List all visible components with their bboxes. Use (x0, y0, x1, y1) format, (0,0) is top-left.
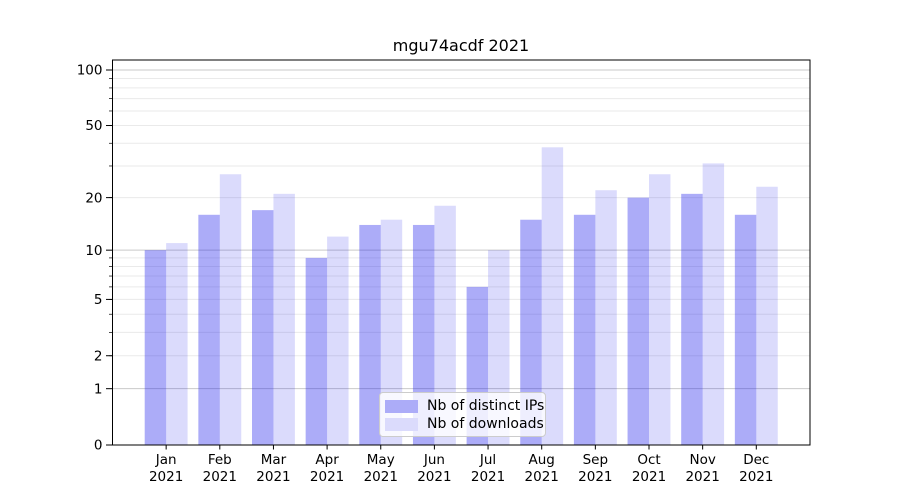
y-tick-label: 5 (94, 292, 103, 308)
x-tick-label-month: Jul (479, 452, 496, 468)
x-tick-label-month: Jun (423, 452, 445, 468)
y-tick-label: 10 (85, 243, 102, 259)
bar-downloads-apr (327, 236, 349, 445)
x-tick-label-month: Sep (583, 452, 608, 468)
bar-distinct-ips-jan (144, 250, 167, 445)
x-tick-label-year: 2021 (525, 469, 559, 485)
x-tick-label-year: 2021 (256, 469, 290, 485)
x-tick-label-year: 2021 (685, 469, 719, 485)
x-tick-label-year: 2021 (149, 469, 183, 485)
legend-swatch-distinct-ips (385, 399, 418, 413)
bar-distinct-ips-may (359, 224, 381, 445)
bar-downloads-feb (219, 174, 242, 445)
x-tick-label-month: Jan (155, 452, 177, 468)
y-tick-label: 2 (94, 348, 103, 364)
x-tick-label-month: Apr (315, 452, 339, 468)
x-tick-label-month: Mar (261, 452, 287, 468)
x-tick-label-year: 2021 (578, 469, 612, 485)
legend-label-downloads: Nb of downloads (427, 416, 544, 432)
x-tick-label-month: Oct (637, 452, 660, 468)
bar-distinct-ips-feb (198, 214, 220, 445)
bar-downloads-sep (595, 190, 617, 445)
bar-distinct-ips-nov (681, 193, 703, 445)
legend-item-downloads: Nb of downloads (385, 416, 544, 432)
x-tick-label-month: Feb (208, 452, 232, 468)
bar-distinct-ips-apr (305, 257, 328, 445)
bar-distinct-ips-sep (573, 214, 596, 445)
y-tick-label: 50 (85, 118, 102, 134)
y-tick-label: 20 (85, 190, 102, 206)
bar-distinct-ips-oct (627, 197, 649, 445)
x-tick-label-year: 2021 (364, 469, 398, 485)
bar-distinct-ips-aug (520, 219, 542, 445)
chart-title: mgu74acdf 2021 (392, 36, 530, 55)
x-tick-label-year: 2021 (310, 469, 344, 485)
x-tick-label-year: 2021 (471, 469, 505, 485)
bar-downloads-dec (756, 186, 778, 445)
bar-distinct-ips-dec (734, 214, 757, 445)
legend-swatch-downloads (385, 417, 418, 431)
x-tick-label-year: 2021 (417, 469, 451, 485)
bar-downloads-aug (541, 147, 564, 445)
bar-distinct-ips-jun (412, 224, 435, 445)
x-tick-label-month: May (367, 452, 395, 468)
x-tick-label-month: Dec (743, 452, 769, 468)
bar-downloads-may (380, 219, 403, 445)
y-tick-label: 100 (77, 63, 103, 79)
x-tick-label-year: 2021 (739, 469, 773, 485)
bar-downloads-nov (702, 163, 725, 446)
legend-label-distinct-ips: Nb of distinct IPs (427, 398, 545, 414)
y-tick-label: 0 (94, 438, 103, 454)
x-tick-label-year: 2021 (632, 469, 666, 485)
y-tick-label: 1 (94, 381, 103, 397)
x-tick-label-month: Nov (689, 452, 715, 468)
legend: Nb of distinct IPs Nb of downloads (379, 392, 546, 437)
bar-downloads-mar (273, 193, 295, 445)
bar-downloads-jan (166, 243, 188, 445)
x-tick-label-month: Aug (529, 452, 555, 468)
bar-downloads-jun (434, 205, 456, 445)
bar-distinct-ips-mar (252, 210, 274, 445)
bar-downloads-oct (649, 174, 671, 445)
x-tick-label-year: 2021 (203, 469, 237, 485)
legend-item-distinct-ips: Nb of distinct IPs (385, 398, 544, 414)
plot-border (112, 59, 811, 446)
